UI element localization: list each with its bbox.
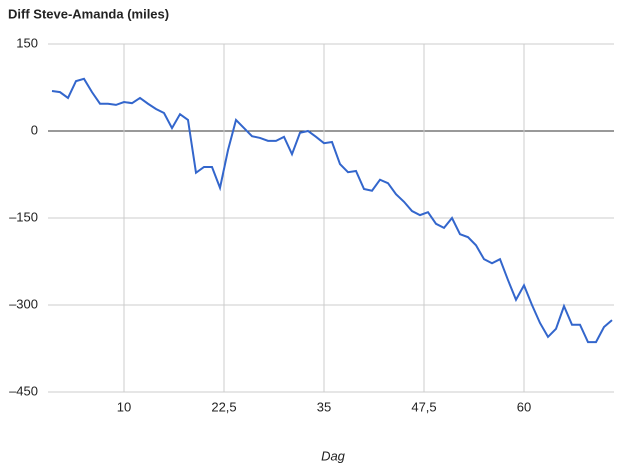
x-tick-label: 60	[517, 399, 531, 414]
x-tick-label: 10	[117, 399, 131, 414]
chart-title: Diff Steve-Amanda (miles)	[8, 6, 169, 21]
x-tick-label: 22,5	[211, 399, 236, 414]
x-tick-label: 47,5	[411, 399, 436, 414]
x-axis-label: Dag	[321, 448, 346, 463]
y-tick-label: –450	[9, 383, 38, 398]
x-tick-label: 35	[317, 399, 331, 414]
y-tick-label: 150	[16, 35, 38, 50]
y-tick-label: 0	[31, 122, 38, 137]
y-tick-label: –150	[9, 209, 38, 224]
y-tick-label: –300	[9, 296, 38, 311]
data-line	[51, 77, 613, 344]
